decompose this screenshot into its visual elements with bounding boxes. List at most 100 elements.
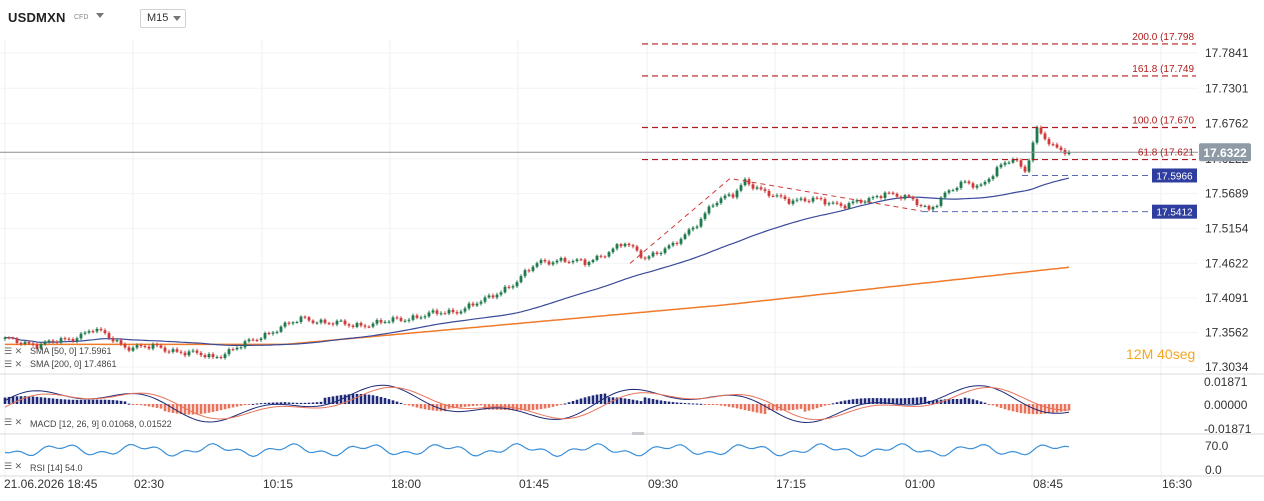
candle-body — [63, 338, 67, 340]
macd-bar — [663, 401, 667, 404]
symbol-selector[interactable]: USDMXN — [8, 10, 66, 25]
candle-body — [471, 303, 475, 306]
candle-body — [931, 207, 935, 210]
candle-body — [383, 321, 387, 323]
candle-body — [711, 205, 715, 207]
candle-body — [507, 286, 511, 288]
candle-body — [491, 295, 495, 298]
candle-body — [259, 338, 263, 341]
level-box-0 — [1152, 168, 1197, 183]
macd-bar — [1047, 404, 1051, 414]
timeframe-select[interactable]: M15 — [140, 9, 186, 28]
candle-body — [1039, 127, 1043, 134]
candle-body — [723, 195, 727, 199]
candle-body — [439, 313, 443, 315]
candle-body — [623, 243, 627, 247]
macd-bar — [1039, 404, 1043, 415]
macd-bar — [471, 404, 475, 407]
macd-bar — [167, 404, 171, 413]
candle-body — [239, 347, 243, 349]
symbol-dropdown-caret-icon[interactable] — [96, 13, 104, 18]
candle-body — [395, 317, 399, 319]
price-tick-label-5: 17.5154 — [1205, 222, 1249, 236]
macd-bar — [107, 399, 111, 404]
candle-body — [443, 313, 447, 315]
macd-bar — [451, 404, 455, 409]
macd-bar — [915, 397, 919, 404]
macd-bar — [355, 393, 359, 404]
macd-bar — [979, 401, 983, 404]
macd-bar — [999, 404, 1003, 408]
candle-body — [131, 347, 135, 351]
macd-bar — [911, 397, 915, 404]
time-tick-label-9: 16:30 — [1162, 477, 1192, 491]
candle-body — [503, 286, 507, 293]
macd-bar — [955, 398, 959, 404]
candle-body — [635, 246, 639, 251]
candle-body — [907, 195, 911, 197]
macd-bar — [399, 402, 403, 404]
candle-body — [631, 245, 635, 247]
sma200-menu-icon[interactable]: ☰ ✕ — [4, 359, 23, 369]
macd-bar — [931, 400, 935, 404]
macd-bar — [1043, 404, 1047, 414]
candle-body — [419, 317, 423, 319]
candle-body — [955, 187, 959, 191]
macd-bar — [727, 404, 731, 407]
candle-body — [351, 325, 355, 327]
fib-label-161.8: 161.8 (17.749 — [1132, 64, 1194, 75]
level-box-label-1: 17.5412 — [1156, 208, 1193, 219]
candle-body — [295, 322, 299, 324]
candle-body — [851, 201, 855, 204]
macd-bar — [791, 404, 795, 410]
macd-bar — [179, 404, 183, 415]
candle-body — [575, 259, 579, 262]
candle-body — [831, 202, 835, 204]
macd-bar — [759, 404, 763, 414]
candle-body — [539, 260, 543, 264]
macd-bar — [63, 399, 67, 404]
candle-body — [883, 192, 887, 199]
macd-bar — [23, 396, 27, 404]
candle-body — [459, 311, 463, 314]
macd-bar — [879, 398, 883, 404]
macd-menu-icon[interactable]: ☰ ✕ — [4, 417, 23, 427]
macd-bar — [767, 404, 771, 410]
candle-body — [751, 184, 755, 189]
candle-body — [447, 309, 451, 314]
macd-bar — [583, 397, 587, 404]
candle-body — [51, 340, 55, 342]
candle-body — [275, 331, 279, 333]
candle-body — [979, 184, 983, 186]
macd-bar — [135, 404, 139, 405]
macd-bar — [635, 400, 639, 404]
candle-body — [771, 196, 775, 198]
candle-body — [807, 201, 811, 203]
macd-bar — [87, 399, 91, 404]
macd-bar — [139, 404, 143, 406]
candle-body — [231, 349, 235, 351]
macd-bar — [1023, 404, 1027, 414]
macd-bar — [483, 404, 487, 410]
macd-bar — [83, 399, 87, 404]
macd-bar — [627, 399, 631, 404]
macd-bar — [55, 398, 59, 404]
macd-bar — [103, 399, 107, 404]
candle-body — [307, 317, 311, 321]
macd-bar — [275, 402, 279, 404]
candle-body — [223, 354, 227, 358]
candle-body — [287, 322, 291, 324]
candle-body — [191, 350, 195, 352]
candle-body — [203, 355, 207, 358]
sma50-menu-icon[interactable]: ☰ ✕ — [4, 346, 23, 356]
macd-bar — [599, 393, 603, 404]
candle-body — [663, 248, 667, 253]
candle-body — [587, 262, 591, 265]
macd-bar — [647, 398, 651, 404]
candle-body — [727, 194, 731, 196]
rsi-menu-icon[interactable]: ☰ ✕ — [4, 461, 23, 471]
macd-bar — [71, 399, 75, 404]
candle-body — [403, 320, 407, 322]
price-tick-label-8: 17.3562 — [1205, 326, 1249, 340]
